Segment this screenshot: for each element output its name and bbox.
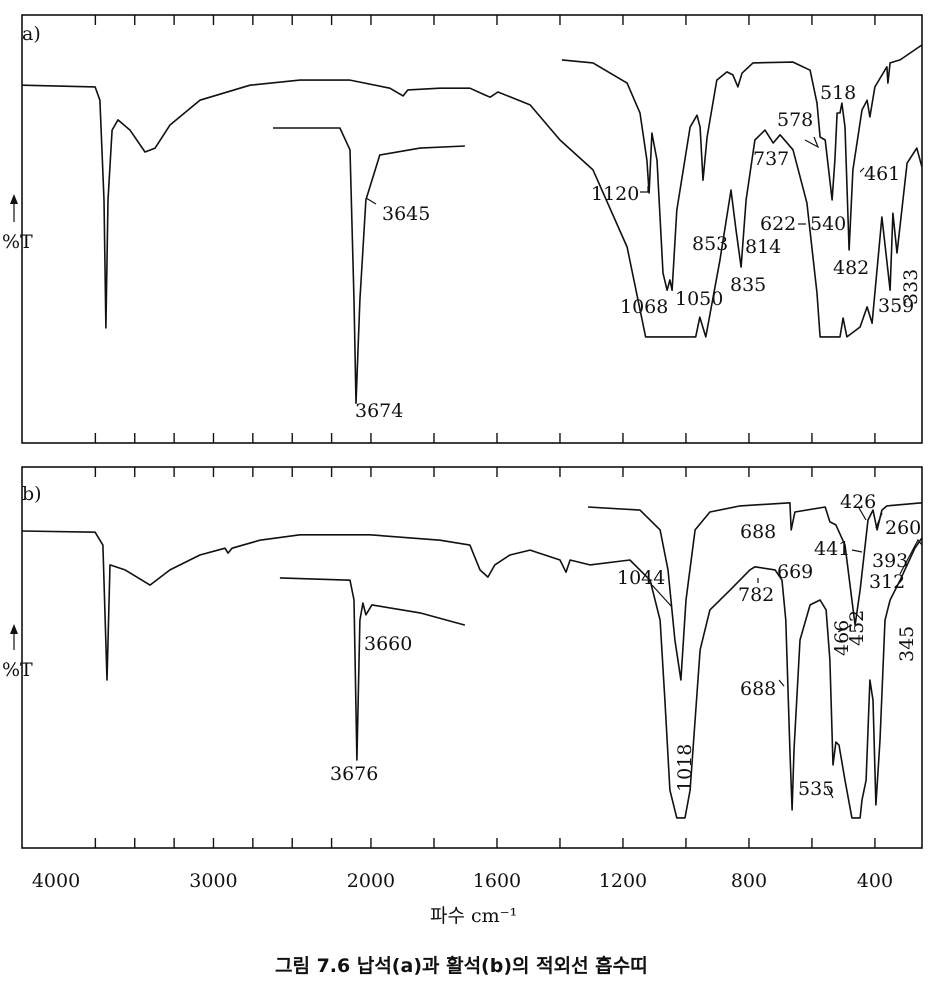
spectrum-b-expanded-OH-stretch bbox=[279, 577, 466, 761]
peak-label: 1050 bbox=[675, 288, 723, 310]
peak-label: 1120 bbox=[591, 183, 639, 205]
peak-label: 578 bbox=[777, 109, 813, 131]
peak-label: 814 bbox=[745, 236, 781, 258]
peak-label: 345 bbox=[896, 626, 918, 662]
x-axis-label: 파수 cm⁻¹ bbox=[430, 905, 517, 927]
tick-marks bbox=[94, 15, 876, 848]
peak-label: 1018 bbox=[674, 744, 696, 792]
x-tick-label: 3000 bbox=[189, 870, 237, 892]
peak-label: 535 bbox=[798, 778, 834, 800]
peak-label: 853 bbox=[692, 233, 728, 255]
peak-label: 669 bbox=[777, 561, 813, 583]
peak-label: 359 bbox=[878, 295, 914, 317]
peak-label: 688 bbox=[740, 521, 776, 543]
peak-label: 482 bbox=[833, 257, 869, 279]
panel-b-label: b) bbox=[22, 483, 42, 505]
up-arrow-icon bbox=[10, 194, 18, 222]
panel-a-annotations: 3674 3645 1120 1068 1050 853 835 814 737… bbox=[355, 82, 922, 422]
x-tick-label: 1600 bbox=[473, 870, 521, 892]
panel-b-frame bbox=[21, 466, 923, 849]
peak-label: 426 bbox=[840, 491, 876, 513]
spectrum-a-expanded-low-wavenumber bbox=[561, 44, 923, 291]
peak-label: 3674 bbox=[355, 400, 403, 422]
x-tick-labels: 4000 3000 2000 1600 1200 800 400 bbox=[32, 870, 893, 892]
peak-label: 452 bbox=[846, 610, 868, 646]
peak-label: 260 bbox=[885, 517, 921, 539]
peak-label: 3676 bbox=[330, 763, 378, 785]
peak-label: 333 bbox=[900, 269, 922, 305]
peak-label: 3645 bbox=[382, 203, 430, 225]
x-tick-label: 400 bbox=[857, 870, 893, 892]
panel-b-annotations: 3676 3660 1044 1018 782 688 669 688 535 … bbox=[330, 491, 923, 800]
peak-label: 461 bbox=[864, 163, 900, 185]
peak-label: 3660 bbox=[364, 633, 412, 655]
spectrum-b-main bbox=[21, 530, 923, 819]
figure-caption: 그림 7.6 납석(a)과 활석(b)의 적외선 흡수띠 bbox=[275, 954, 648, 977]
peak-label: 393 bbox=[872, 550, 908, 572]
peak-label: 540 bbox=[810, 213, 846, 235]
peak-label: 466 bbox=[831, 620, 853, 656]
spectrum-a-main bbox=[21, 79, 923, 338]
x-tick-label: 4000 bbox=[32, 870, 80, 892]
x-tick-label: 2000 bbox=[347, 870, 395, 892]
spectrum-b-expanded-low-wavenumber bbox=[587, 502, 922, 681]
peak-label: 688 bbox=[740, 678, 776, 700]
y-axis-label-a: %T bbox=[2, 231, 33, 253]
peak-label: 782 bbox=[738, 584, 774, 606]
peak-label: 1068 bbox=[620, 296, 668, 318]
y-axis-label-b: %T bbox=[2, 659, 33, 681]
peak-label: 441 bbox=[814, 538, 850, 560]
peak-label: 1044 bbox=[617, 567, 665, 589]
peak-label: 737 bbox=[753, 148, 789, 170]
spectrum-curves bbox=[21, 44, 923, 819]
peak-label: 518 bbox=[820, 82, 856, 104]
x-tick-label: 800 bbox=[731, 870, 767, 892]
x-tick-label: 1200 bbox=[599, 870, 647, 892]
up-arrow-icon bbox=[10, 624, 18, 650]
panel-a-frame bbox=[21, 14, 923, 444]
peak-label: 312 bbox=[869, 571, 905, 593]
peak-label: 835 bbox=[730, 274, 766, 296]
spectrum-a-expanded-OH-stretch bbox=[273, 127, 465, 404]
panel-a-label: a) bbox=[22, 23, 41, 45]
peak-label: 622 bbox=[760, 213, 796, 235]
